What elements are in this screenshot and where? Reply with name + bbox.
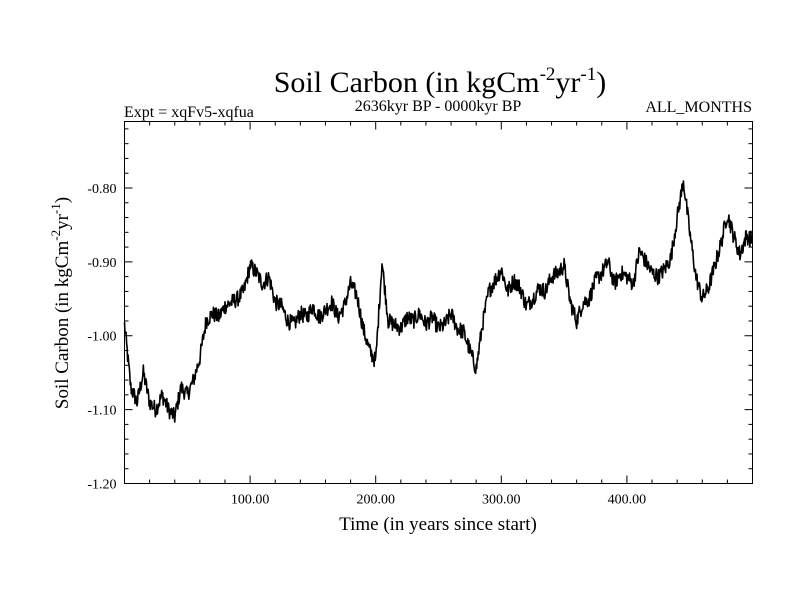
subtitle-period: 2636kyr BP - 0000kyr BP <box>355 98 522 115</box>
y-tick-labels: -1.20 -1.10 -1.00 -0.90 -0.80 <box>87 182 116 493</box>
series-line-soil-carbon <box>123 180 754 423</box>
subtitle-experiment: Expt = xqFv5-xqfua <box>124 104 254 121</box>
x-tick-labels: 100.00 200.00 300.00 400.00 <box>231 493 646 508</box>
y-tick-label: -1.00 <box>87 330 116 345</box>
y-tick-label: -0.80 <box>87 182 116 197</box>
y-axis-label: Soil Carbon (in kgCm-2yr-1) <box>48 197 73 409</box>
x-tick-label: 200.00 <box>356 493 395 508</box>
x-tick-label: 400.00 <box>608 493 647 508</box>
y-tick-label: -1.10 <box>87 404 116 419</box>
x-tick-label: 100.00 <box>231 493 270 508</box>
y-tick-label: -1.20 <box>87 478 116 493</box>
x-tick-label: 300.00 <box>482 493 521 508</box>
axis-ticks <box>124 121 753 484</box>
y-tick-label: -0.90 <box>87 256 116 271</box>
chart-title: Soil Carbon (in kgCm-2yr-1) <box>274 64 607 99</box>
plot-frame <box>124 121 753 484</box>
subtitle-months: ALL_MONTHS <box>645 99 752 116</box>
x-axis-label: Time (in years since start) <box>339 514 537 535</box>
